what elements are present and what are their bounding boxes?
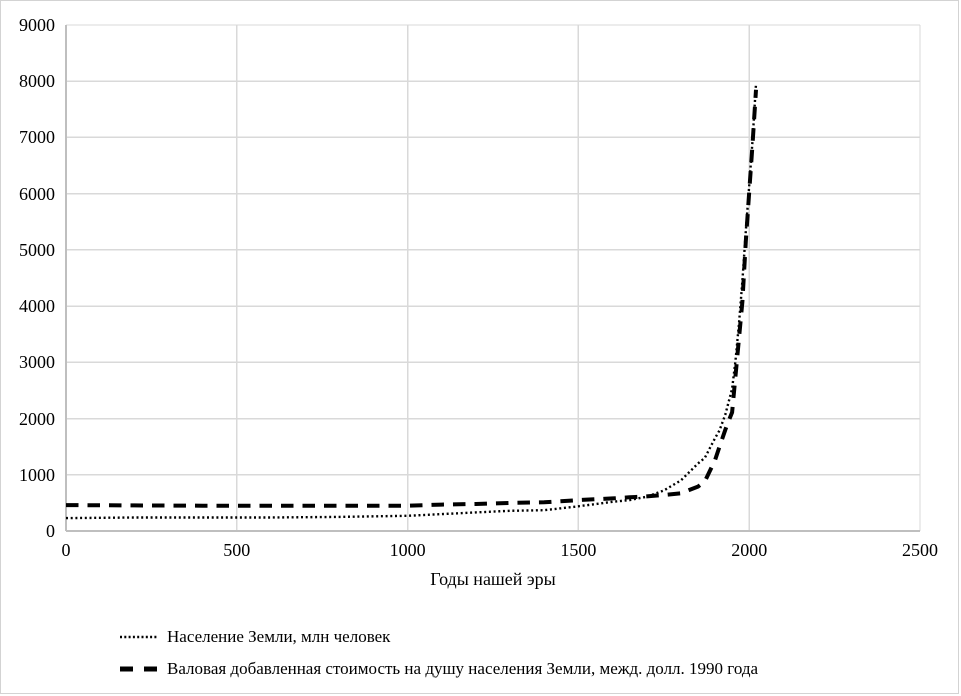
y-tick-label: 2000 bbox=[19, 408, 55, 429]
x-tick-label: 2500 bbox=[902, 540, 938, 560]
y-tick-label: 1000 bbox=[19, 464, 55, 485]
x-tick-label: 500 bbox=[223, 540, 251, 560]
x-tick-label: 1500 bbox=[560, 540, 597, 560]
legend-item-population: Население Земли, млн человек bbox=[119, 626, 758, 647]
legend-label-gva: Валовая добавленная стоимость на душу на… bbox=[167, 659, 759, 678]
x-tick-label: 2000 bbox=[731, 540, 768, 560]
y-tick-label: 9000 bbox=[19, 15, 55, 35]
y-tick-label: 7000 bbox=[19, 127, 55, 148]
series-line-gva bbox=[65, 89, 758, 508]
legend: Население Земли, млн человек Валовая доб… bbox=[119, 626, 758, 679]
x-tick-label: 0 bbox=[61, 540, 71, 560]
y-tick-label: 4000 bbox=[19, 296, 55, 317]
x-axis-title: Годы нашей эры bbox=[430, 569, 556, 589]
dashed-line-swatch-icon bbox=[120, 666, 159, 671]
legend-label-population: Население Земли, млн человек bbox=[167, 627, 391, 646]
plot-area bbox=[65, 24, 921, 532]
legend-item-gva: Валовая добавленная стоимость на душу на… bbox=[119, 658, 758, 679]
y-tick-label: 6000 bbox=[19, 183, 55, 204]
y-tick-label: 8000 bbox=[19, 71, 55, 92]
y-tick-label: 0 bbox=[46, 521, 55, 541]
x-tick-label: 1000 bbox=[389, 540, 426, 560]
y-tick-label: 3000 bbox=[19, 352, 55, 373]
y-tick-label: 5000 bbox=[19, 239, 55, 260]
dotted-line-swatch-icon bbox=[120, 635, 158, 638]
series-line-population bbox=[65, 83, 758, 520]
